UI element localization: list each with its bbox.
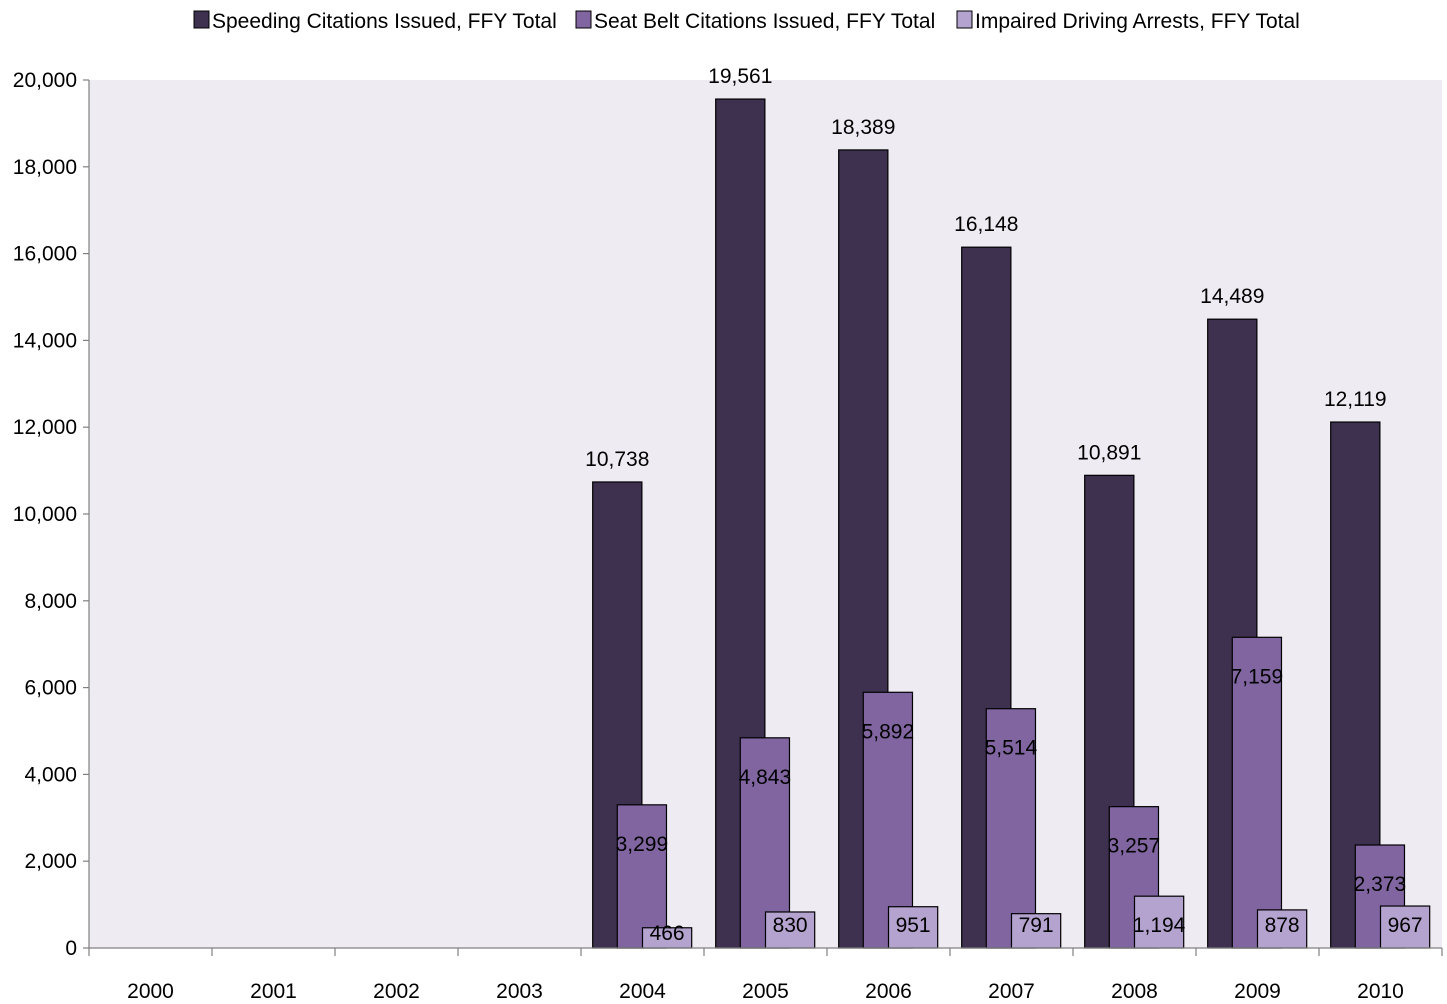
x-tick-label: 2001 — [250, 980, 297, 1003]
x-tick-label: 2004 — [619, 980, 666, 1003]
data-label-impaired-2006: 951 — [896, 914, 931, 937]
y-tick-label: 4,000 — [24, 763, 77, 786]
legend-swatch-0 — [193, 10, 210, 29]
x-tick-label: 2000 — [127, 980, 174, 1003]
y-tick-label: 16,000 — [13, 243, 77, 266]
data-label-impaired-2008: 1,194 — [1133, 914, 1186, 937]
data-label-seat-belt-2004: 3,299 — [616, 833, 669, 856]
data-label-seat-belt-2008: 3,257 — [1108, 835, 1161, 858]
data-label-impaired-2005: 830 — [773, 914, 808, 937]
y-tick-label: 0 — [65, 937, 77, 960]
x-tick-label: 2002 — [373, 980, 420, 1003]
legend: Speeding Citations Issued, FFY Total Seat… — [193, 10, 1300, 33]
bar-seat-belt-2005 — [739, 737, 791, 949]
data-label-speeding-2006: 18,389 — [831, 116, 895, 139]
bar-impaired-2005 — [764, 911, 816, 949]
data-label-impaired-2007: 791 — [1019, 914, 1054, 937]
data-label-speeding-2004: 10,738 — [585, 448, 649, 471]
data-labels-group: 10,738 19,561 18,389 16,148 10,891 14,489 12,1… — [585, 65, 1422, 945]
axes-group: 0 2,000 4,000 6,000 8,000 10,000 12,000 14,000 1… — [13, 69, 1443, 1003]
data-label-speeding-2005: 19,561 — [708, 65, 772, 88]
bar-impaired-2008 — [1133, 895, 1185, 949]
x-tick-label: 2009 — [1234, 980, 1281, 1003]
legend-label-2: Impaired Driving Arrests, FFY Total — [975, 10, 1300, 33]
x-tick-label: 2010 — [1357, 980, 1404, 1003]
data-label-seat-belt-2005: 4,843 — [739, 766, 792, 789]
data-label-seat-belt-2010: 2,373 — [1354, 873, 1407, 896]
data-label-speeding-2009: 14,489 — [1200, 285, 1264, 308]
data-label-seat-belt-2006: 5,892 — [862, 720, 915, 743]
data-label-speeding-2010: 12,119 — [1324, 388, 1387, 411]
x-tick-label: 2005 — [742, 980, 789, 1003]
bar-seat-belt-2004 — [616, 804, 668, 949]
data-label-seat-belt-2007: 5,514 — [985, 737, 1038, 760]
y-tick-label: 20,000 — [13, 69, 77, 92]
y-tick-label: 10,000 — [13, 503, 77, 526]
legend-label-1: Seat Belt Citations Issued, FFY Total — [594, 10, 935, 33]
bar-impaired-2010 — [1379, 905, 1431, 949]
data-label-impaired-2010: 967 — [1388, 914, 1423, 937]
data-label-speeding-2007: 16,148 — [954, 213, 1018, 236]
legend-label-0: Speeding Citations Issued, FFY Total — [212, 10, 557, 33]
legend-swatch-1 — [575, 10, 592, 29]
y-tick-label: 12,000 — [13, 416, 77, 439]
data-label-speeding-2008: 10,891 — [1077, 441, 1141, 464]
y-tick-label: 14,000 — [13, 329, 77, 352]
data-label-impaired-2009: 878 — [1265, 914, 1300, 937]
x-tick-label: 2006 — [865, 980, 912, 1003]
bar-seat-belt-2006 — [862, 691, 914, 949]
data-label-seat-belt-2009: 7,159 — [1231, 665, 1284, 688]
x-tick-label: 2003 — [496, 980, 543, 1003]
bar-impaired-2006 — [887, 906, 939, 949]
legend-swatch-2 — [956, 10, 973, 29]
bar-impaired-2009 — [1256, 909, 1308, 949]
data-label-impaired-2004: 466 — [650, 922, 685, 945]
y-tick-label: 2,000 — [24, 850, 77, 873]
bars-group — [592, 98, 1431, 949]
x-tick-label: 2008 — [1111, 980, 1158, 1003]
bar-impaired-2007 — [1010, 913, 1062, 949]
bar-seat-belt-2009 — [1231, 636, 1283, 949]
y-tick-label: 18,000 — [13, 156, 77, 179]
y-tick-label: 8,000 — [24, 590, 77, 613]
y-tick-label: 6,000 — [24, 677, 77, 700]
x-tick-label: 2007 — [988, 980, 1035, 1003]
